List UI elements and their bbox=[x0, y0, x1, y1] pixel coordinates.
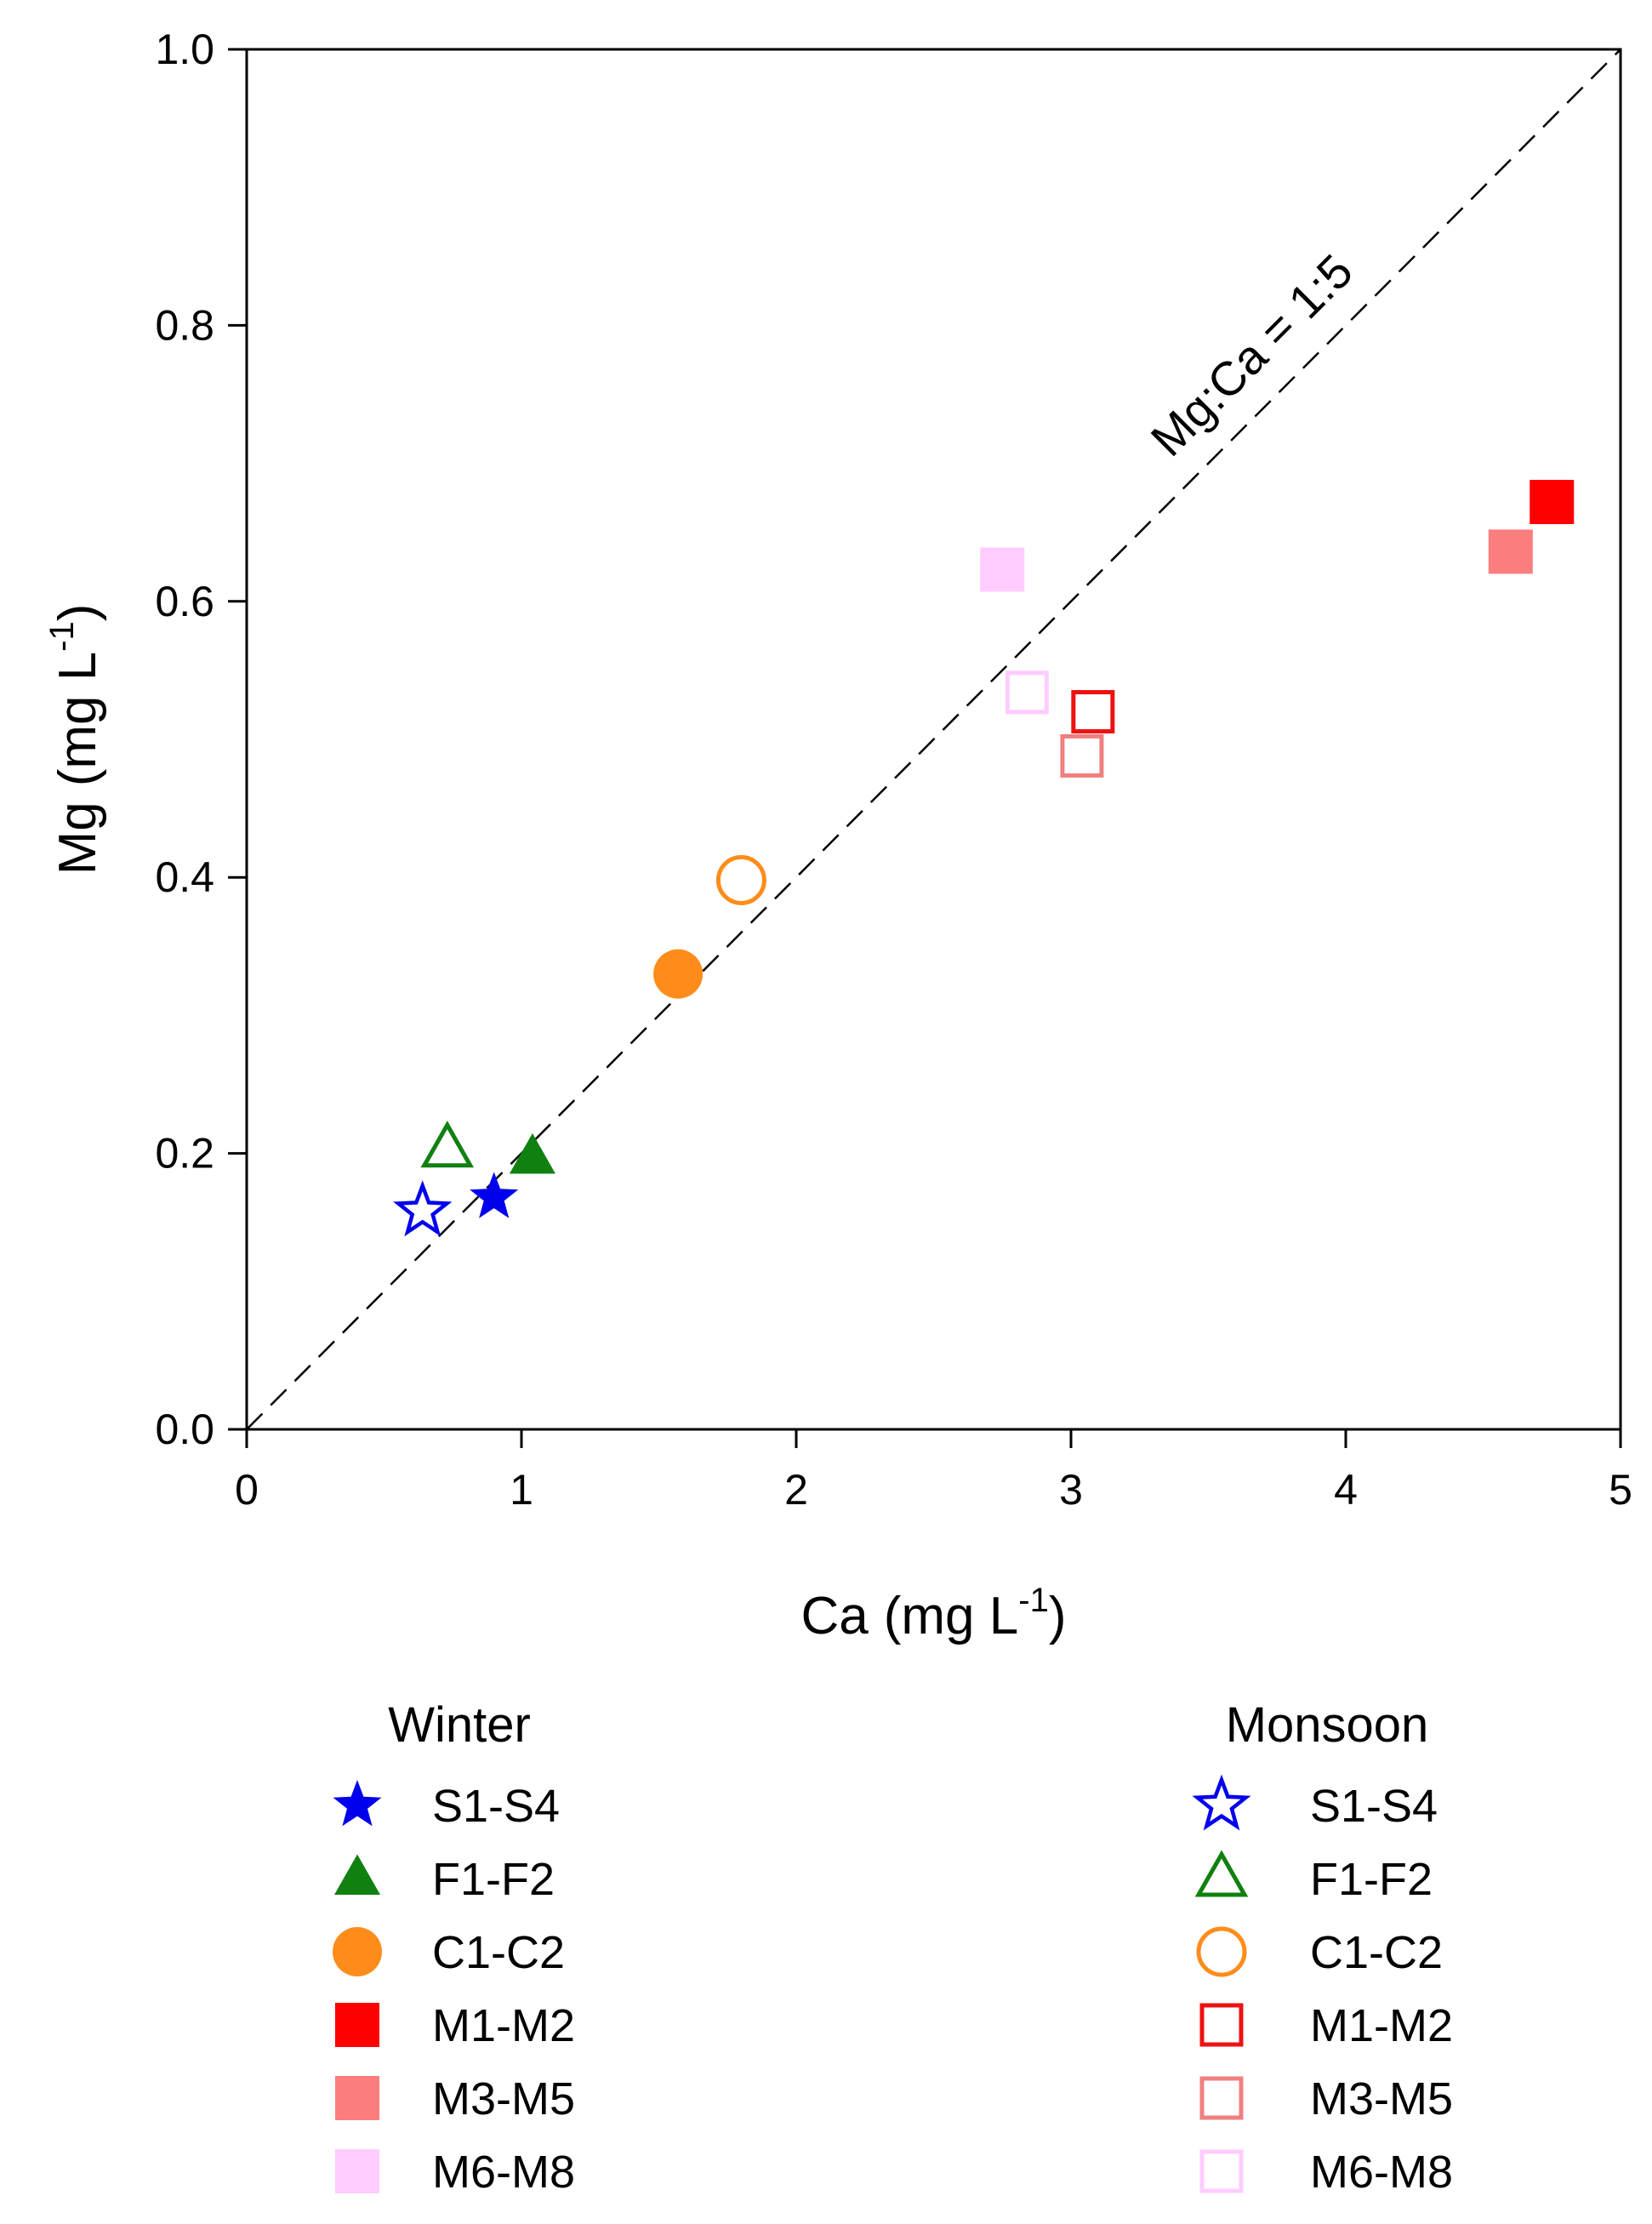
point-winter-c1-c2 bbox=[653, 949, 703, 999]
point-winter-m1-m2 bbox=[1530, 480, 1574, 524]
point-winter-m6-m8 bbox=[980, 547, 1024, 591]
plot-area bbox=[247, 49, 1621, 1429]
point-winter-s1-s4 bbox=[470, 1172, 518, 1218]
point-monsoon-s1-s4 bbox=[398, 1186, 447, 1232]
y-tick-label: 0.0 bbox=[155, 1406, 214, 1453]
legend-marker-monsoon-m3-m5 bbox=[1202, 2079, 1241, 2118]
point-monsoon-m3-m5 bbox=[1062, 736, 1102, 775]
y-tick-label: 0.4 bbox=[155, 853, 214, 901]
legend-marker-monsoon-m1-m2 bbox=[1202, 2005, 1241, 2044]
data-points bbox=[398, 480, 1574, 1232]
point-winter-f1-f2 bbox=[510, 1133, 555, 1174]
legend-marker-winter-m3-m5 bbox=[335, 2076, 379, 2120]
legend-marker-monsoon-f1-f2 bbox=[1199, 1854, 1245, 1895]
x-tick-label: 0 bbox=[235, 1466, 259, 1514]
legend-label-winter-m1-m2: M1-M2 bbox=[432, 2000, 575, 2051]
x-tick-label: 4 bbox=[1334, 1466, 1358, 1514]
legend-label-winter-s1-s4: S1-S4 bbox=[432, 1781, 560, 1832]
legend-marker-winter-f1-f2 bbox=[334, 1854, 380, 1895]
y-tick-label: 0.2 bbox=[155, 1130, 214, 1178]
legend-title-winter: Winter bbox=[388, 1697, 531, 1753]
legend-label-winter-m3-m5: M3-M5 bbox=[432, 2073, 575, 2124]
legend-marker-winter-m1-m2 bbox=[335, 2003, 379, 2047]
legend-label-monsoon-s1-s4: S1-S4 bbox=[1310, 1781, 1438, 1832]
x-tick-label: 2 bbox=[784, 1466, 808, 1514]
legend-marker-winter-s1-s4 bbox=[333, 1780, 382, 1826]
reference-line-label: Mg:Ca = 1:5 bbox=[1141, 244, 1363, 466]
y-axis-title: Mg(mg L-1) bbox=[43, 604, 107, 875]
y-tick-label: 0.8 bbox=[155, 301, 214, 349]
y-tick-label: 0.6 bbox=[155, 578, 214, 625]
legend-marker-monsoon-c1-c2 bbox=[1199, 1929, 1245, 1975]
legend-marker-monsoon-m6-m8 bbox=[1202, 2152, 1241, 2191]
legend-label-monsoon-f1-f2: F1-F2 bbox=[1310, 1854, 1433, 1905]
point-monsoon-m1-m2 bbox=[1074, 693, 1113, 732]
legend-marker-winter-c1-c2 bbox=[333, 1927, 382, 1976]
axes: 0 1 2 3 4 5 0.0 0.2 0.4 0.6 0.8 1.0 bbox=[155, 26, 1632, 1514]
point-monsoon-f1-f2 bbox=[424, 1125, 470, 1166]
legend-marker-winter-m6-m8 bbox=[335, 2149, 379, 2193]
legend-label-monsoon-m1-m2: M1-M2 bbox=[1310, 2000, 1453, 2051]
x-axis-title: Ca (mg L-1) bbox=[801, 1582, 1067, 1645]
legend-label-winter-c1-c2: C1-C2 bbox=[432, 1927, 565, 1978]
point-winter-m3-m5 bbox=[1489, 529, 1533, 573]
x-tick-label: 1 bbox=[510, 1466, 533, 1514]
point-monsoon-m6-m8 bbox=[1007, 673, 1046, 712]
legend: Winter S1-S4 F1-F2 C1-C2 M1-M2 M3-M5 M6-M8 Mons… bbox=[333, 1697, 1453, 2198]
legend-marker-monsoon-s1-s4 bbox=[1198, 1780, 1246, 1826]
y-tick-label: 1.0 bbox=[155, 26, 214, 73]
legend-label-winter-m6-m8: M6-M8 bbox=[432, 2147, 575, 2198]
legend-label-monsoon-m3-m5: M3-M5 bbox=[1310, 2073, 1453, 2124]
legend-label-winter-f1-f2: F1-F2 bbox=[432, 1854, 555, 1905]
legend-title-monsoon: Monsoon bbox=[1226, 1697, 1429, 1753]
legend-label-monsoon-m6-m8: M6-M8 bbox=[1310, 2147, 1453, 2198]
scatter-chart: 0 1 2 3 4 5 0.0 0.2 0.4 0.6 0.8 1.0 Ca (mg L-1) Mg(m… bbox=[0, 0, 1652, 2224]
legend-label-monsoon-c1-c2: C1-C2 bbox=[1310, 1927, 1443, 1978]
point-monsoon-c1-c2 bbox=[718, 857, 764, 903]
x-tick-label: 5 bbox=[1609, 1466, 1632, 1514]
reference-line bbox=[247, 49, 1621, 1429]
x-tick-label: 3 bbox=[1059, 1466, 1083, 1514]
